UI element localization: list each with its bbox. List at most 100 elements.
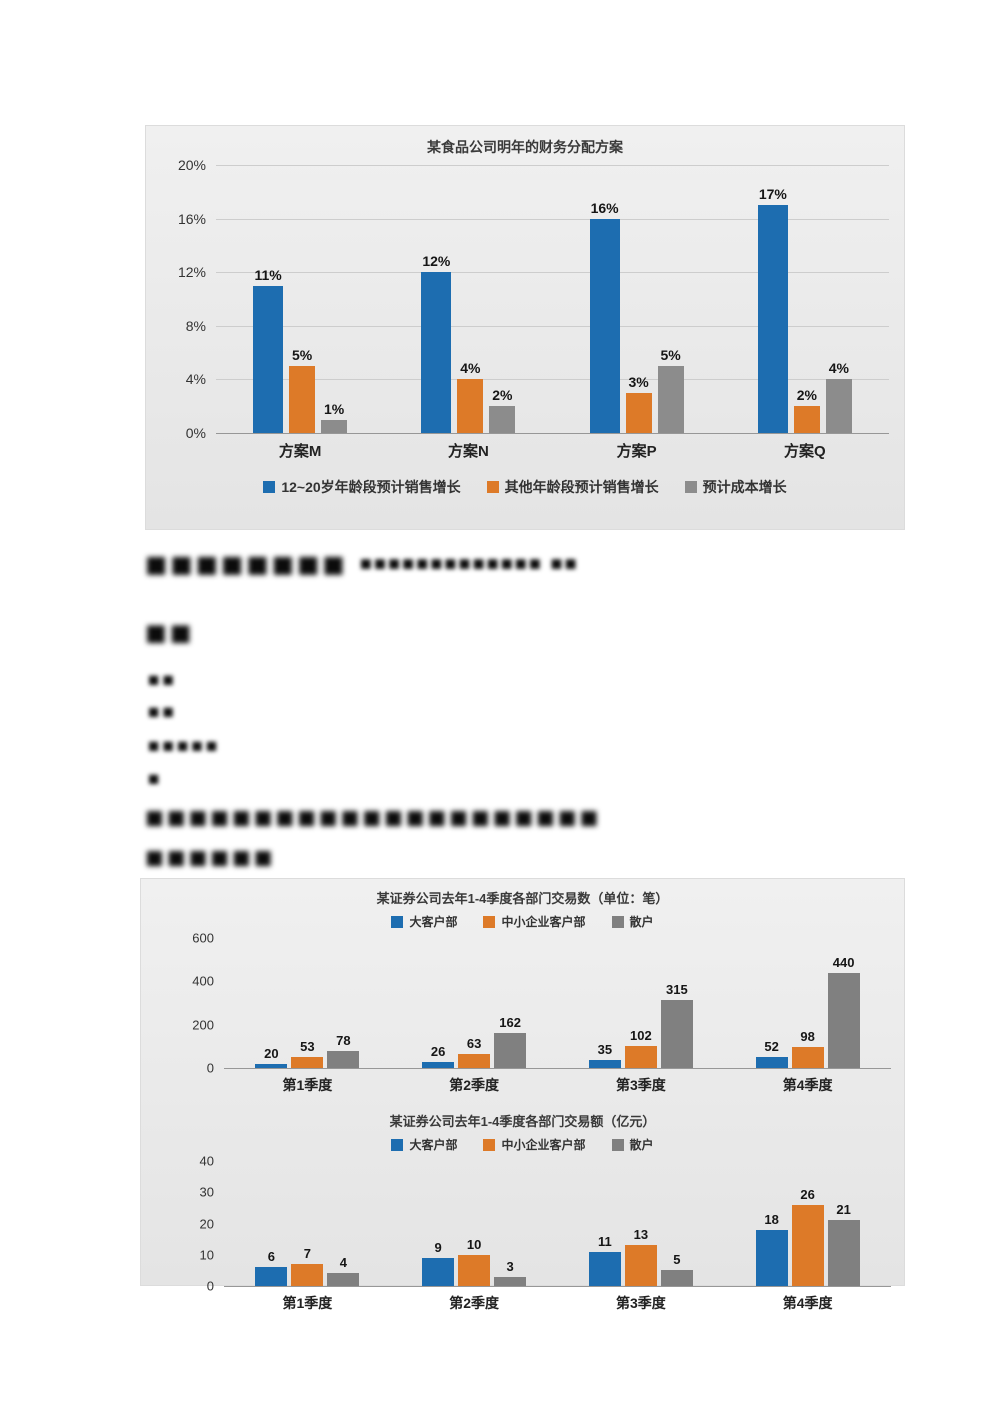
- bar-value-label: 315: [666, 982, 688, 997]
- legend-swatch: [391, 1138, 404, 1151]
- bar-value-label: 12%: [422, 253, 451, 269]
- bar-value-label: 13: [633, 1227, 649, 1242]
- bar-column: 11: [588, 1234, 621, 1286]
- question-text-line: ■■: [145, 612, 195, 653]
- bar-column: 35: [588, 1042, 621, 1068]
- bar-cluster: 12% 4% 2%: [421, 253, 516, 433]
- legend-item: 大客户部: [391, 1136, 457, 1153]
- bar-value-label: 1%: [324, 401, 345, 417]
- bar-value-label: 35: [597, 1042, 613, 1057]
- bar-value-label: 7: [303, 1246, 311, 1261]
- bar-value-label: 5%: [292, 347, 313, 363]
- bar-column: 315: [660, 982, 693, 1068]
- bar-column: 4: [327, 1255, 360, 1286]
- bar-column: 26: [791, 1187, 824, 1286]
- gridline: [216, 325, 889, 327]
- bar: [588, 1252, 621, 1286]
- legend-item: 大客户部: [391, 913, 457, 930]
- bar-cluster: 16% 3% 5%: [589, 200, 684, 433]
- legend-item: 中小企业客户部: [483, 1136, 586, 1153]
- bar: [327, 1273, 360, 1286]
- bar-value-label: 2%: [492, 387, 513, 403]
- bar-column: 1%: [321, 401, 348, 433]
- bar: [755, 1230, 788, 1286]
- bar-column: 63: [458, 1036, 491, 1068]
- bar-cluster: 20 53 78: [255, 1033, 360, 1068]
- bar-cluster: 18 26 21: [755, 1187, 860, 1286]
- legend-swatch: [611, 1138, 624, 1151]
- legend-swatch: [486, 481, 499, 493]
- bar-column: 2%: [489, 387, 516, 433]
- bar-value-label: 26: [800, 1187, 815, 1202]
- bar-column: 98: [791, 1029, 824, 1068]
- bar-group: 12% 4% 2%: [384, 165, 552, 433]
- bar-value-label: 18: [764, 1212, 779, 1227]
- legend-label: 中小企业客户部: [501, 1138, 586, 1152]
- bar-value-label: 6: [267, 1249, 275, 1264]
- bar-column: 21: [827, 1202, 860, 1286]
- y-tick-label: 12%: [177, 264, 206, 281]
- bar: [421, 272, 452, 433]
- bar-value-label: 162: [499, 1015, 521, 1030]
- bar-column: 6: [255, 1249, 288, 1286]
- bar-value-label: 17%: [758, 186, 787, 202]
- y-tick-label: 4%: [185, 371, 206, 388]
- x-axis-label: 第4季度: [782, 1295, 833, 1311]
- bar-column: 5%: [289, 347, 316, 433]
- bar: [458, 1054, 491, 1068]
- plot-area: 20 53 78 26 63 162 35 102 315 52 98 440: [224, 938, 891, 1069]
- bar: [253, 286, 284, 433]
- legend-label: 预计成本增长: [702, 479, 787, 495]
- x-axis: 方案M 方案N 方案P 方案Q: [216, 434, 889, 461]
- bar-column: 17%: [757, 186, 788, 433]
- y-axis: 0% 4% 8% 12% 16% 20%: [161, 157, 216, 441]
- bar-column: 53: [291, 1039, 324, 1068]
- bar-value-label: 4%: [460, 360, 481, 376]
- illegible-text-small: ■■■■■■■■■■■■■ ■■: [359, 553, 579, 575]
- bar-column: 3%: [625, 374, 652, 433]
- y-tick-label: 0%: [185, 425, 206, 441]
- bar: [422, 1062, 455, 1068]
- x-axis-label: 第3季度: [615, 1077, 666, 1093]
- bar-value-label: 26: [430, 1044, 446, 1059]
- bar-group: 20 53 78: [224, 938, 391, 1068]
- legend-swatch: [684, 481, 697, 493]
- chart-title: 某食品公司明年的财务分配方案: [427, 139, 623, 155]
- bar-value-label: 16%: [590, 200, 619, 216]
- bar: [657, 366, 684, 433]
- bar: [494, 1277, 527, 1286]
- bar-value-label: 78: [336, 1033, 351, 1048]
- chart-image-securities: 某证券公司去年1-4季度各部门交易数（单位：笔） 大客户部 中小企业客户部 散户 0 20…: [140, 878, 905, 1311]
- bar: [624, 1046, 657, 1068]
- legend-swatch: [611, 915, 624, 928]
- bar-group: 11 13 5: [558, 1161, 725, 1286]
- bar-column: 5: [660, 1252, 693, 1286]
- x-axis-label: 第1季度: [282, 1295, 333, 1311]
- chart-title: 某证券公司去年1-4季度各部门交易数（单位：笔）: [376, 891, 669, 906]
- bar-value-label: 21: [836, 1202, 851, 1217]
- bar-value-label: 52: [764, 1039, 779, 1054]
- bar-column: 5%: [657, 347, 684, 433]
- bar: [791, 1047, 824, 1068]
- bar-group: 9 10 3: [391, 1161, 558, 1286]
- x-axis-label: 方案P: [616, 443, 657, 460]
- y-axis: 0 200 400 600: [154, 931, 224, 1076]
- bar-column: 26: [422, 1044, 455, 1068]
- x-axis-label: 方案N: [447, 443, 489, 460]
- bar: [588, 1060, 621, 1068]
- x-axis-label: 第2季度: [449, 1295, 500, 1311]
- legend-item: 散户: [611, 913, 654, 930]
- bar-column: 18: [755, 1212, 788, 1286]
- legend-label: 大客户部: [409, 1138, 458, 1152]
- bar-value-label: 3%: [628, 374, 649, 390]
- bar-value-label: 102: [630, 1028, 652, 1043]
- bar: [827, 1220, 860, 1286]
- option-a-text: ■■: [148, 670, 177, 691]
- chart-finance-plan: 某食品公司明年的财务分配方案 0% 4% 8% 12% 16% 20% 11% 5% 1% 12% 4…: [161, 137, 889, 497]
- bar: [327, 1051, 360, 1068]
- bar: [791, 1205, 824, 1286]
- bar: [457, 379, 484, 433]
- chart-body: 0 10 20 30 40 6 7 4 9 10 3 11 13 5 18 26 21: [154, 1154, 891, 1294]
- y-tick-label: 20: [199, 1216, 214, 1231]
